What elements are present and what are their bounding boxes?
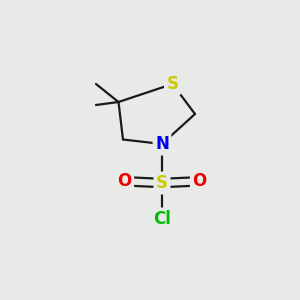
Text: S: S: [156, 174, 168, 192]
Text: O: O: [192, 172, 207, 190]
Text: S: S: [167, 75, 178, 93]
Text: O: O: [117, 172, 132, 190]
Text: N: N: [155, 135, 169, 153]
Text: Cl: Cl: [153, 210, 171, 228]
